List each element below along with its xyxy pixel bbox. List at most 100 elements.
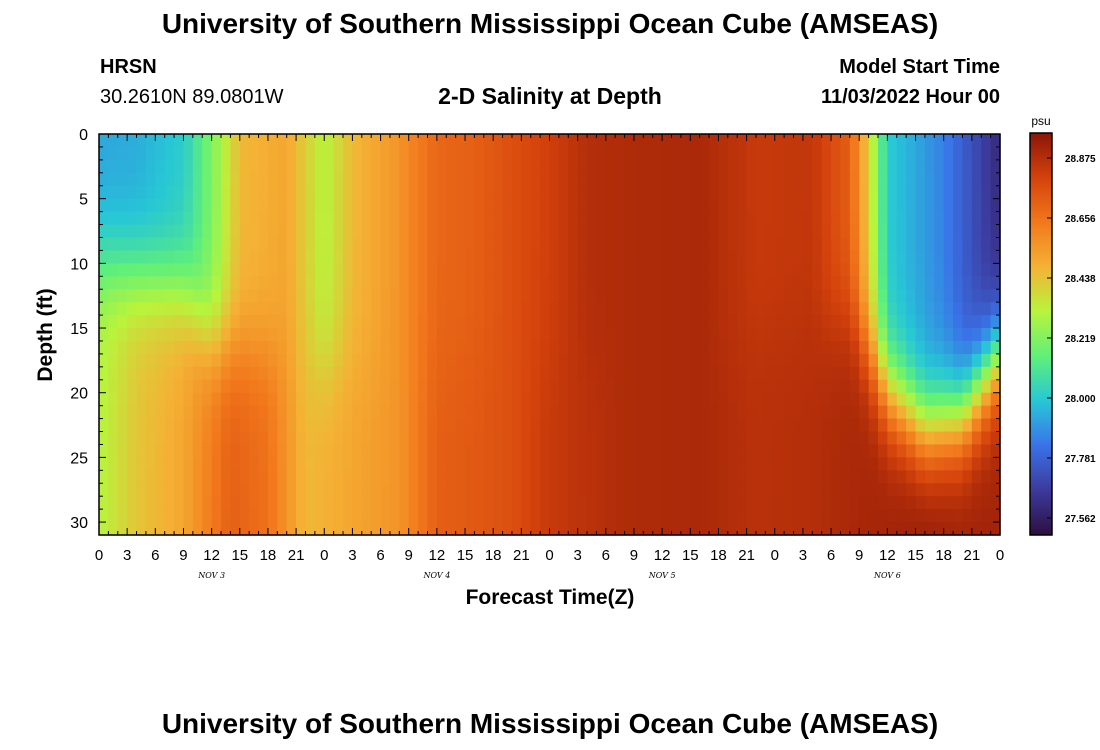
- heatmap-cell: [896, 328, 907, 342]
- heatmap-cell: [455, 444, 466, 458]
- heatmap-cell: [427, 159, 438, 174]
- heatmap-cell: [981, 379, 992, 394]
- heatmap-cell: [361, 224, 372, 239]
- heatmap-cell: [549, 470, 560, 484]
- heatmap-cell: [924, 263, 935, 277]
- heatmap-cell: [652, 146, 663, 161]
- heatmap-cell: [511, 237, 522, 252]
- heatmap-cell: [249, 522, 260, 536]
- heatmap-cell: [164, 198, 175, 213]
- heatmap-cell: [202, 237, 213, 252]
- heatmap-cell: [221, 237, 231, 252]
- heatmap-cell: [990, 146, 1001, 161]
- heatmap-cell: [296, 172, 307, 187]
- heatmap-cell: [971, 315, 982, 329]
- heatmap-cell: [924, 392, 935, 407]
- heatmap-cell: [718, 496, 729, 510]
- heatmap-cell: [971, 340, 982, 355]
- heatmap-cell: [737, 483, 748, 497]
- heatmap-cell: [690, 418, 701, 433]
- heatmap-cell: [568, 522, 579, 536]
- heatmap-cell: [286, 496, 297, 510]
- heatmap-cell: [727, 328, 738, 342]
- heatmap-cell: [371, 146, 382, 161]
- heatmap-cell: [258, 431, 269, 446]
- heatmap-cell: [502, 172, 513, 187]
- heatmap-cell: [671, 224, 682, 239]
- heatmap-cell: [718, 185, 729, 200]
- heatmap-cell: [755, 172, 766, 187]
- heatmap-cell: [671, 276, 682, 290]
- heatmap-cell: [324, 198, 335, 213]
- heatmap-cell: [474, 457, 485, 471]
- heatmap-cell: [831, 146, 842, 161]
- heatmap-cell: [155, 276, 166, 290]
- heatmap-cell: [117, 496, 128, 510]
- heatmap-cell: [709, 509, 720, 523]
- heatmap-cell: [821, 198, 832, 213]
- heatmap-cell: [831, 289, 842, 303]
- heatmap-cell: [202, 470, 213, 484]
- heatmap-cell: [671, 134, 682, 148]
- heatmap-cell: [906, 276, 917, 290]
- heatmap-cell: [389, 302, 400, 316]
- heatmap-cell: [662, 457, 673, 471]
- heatmap-cell: [671, 444, 682, 458]
- heatmap-cell: [709, 134, 720, 148]
- heatmap-cell: [408, 159, 419, 174]
- heatmap-cell: [343, 134, 354, 148]
- heatmap-cell: [896, 302, 907, 316]
- heatmap-cell: [849, 340, 860, 355]
- heatmap-cell: [831, 340, 842, 355]
- heatmap-cell: [343, 146, 354, 161]
- heatmap-cell: [643, 146, 654, 161]
- heatmap-cell: [971, 405, 982, 420]
- heatmap-cell: [877, 328, 888, 342]
- heatmap-cell: [615, 276, 626, 290]
- heatmap-cell: [962, 276, 973, 290]
- heatmap-cell: [549, 457, 560, 471]
- heatmap-cell: [183, 263, 194, 277]
- heatmap-cell: [558, 237, 569, 252]
- heatmap-cell: [774, 366, 785, 381]
- heatmap-cell: [230, 457, 241, 471]
- heatmap-cell: [108, 509, 119, 523]
- heatmap-cell: [737, 366, 748, 381]
- heatmap-cell: [239, 276, 250, 290]
- heatmap-cell: [408, 431, 419, 446]
- heatmap-cell: [774, 496, 785, 510]
- heatmap-cell: [549, 302, 560, 316]
- heatmap-cell: [821, 172, 832, 187]
- heatmap-cell: [136, 470, 147, 484]
- heatmap-cell: [324, 483, 335, 497]
- heatmap-cell: [436, 444, 447, 458]
- heatmap-cell: [455, 418, 466, 433]
- heatmap-cell: [831, 198, 842, 213]
- heatmap-cell: [831, 315, 842, 329]
- heatmap-cell: [906, 418, 917, 433]
- heatmap-cell: [568, 134, 579, 148]
- heatmap-cell: [446, 328, 457, 342]
- heatmap-cell: [981, 146, 992, 161]
- heatmap-cell: [934, 353, 945, 368]
- heatmap-cell: [953, 172, 964, 187]
- heatmap-cell: [136, 328, 147, 342]
- heatmap-cell: [605, 172, 616, 187]
- heatmap-cell: [230, 483, 241, 497]
- heatmap-cell: [277, 263, 288, 277]
- heatmap-cell: [643, 444, 654, 458]
- heatmap-cell: [446, 302, 457, 316]
- chart-subtitle: 2-D Salinity at Depth: [438, 83, 662, 109]
- heatmap-cell: [267, 522, 278, 536]
- heatmap-cell: [990, 392, 1001, 407]
- heatmap-cell: [436, 159, 447, 174]
- heatmap-cell: [934, 340, 945, 355]
- heatmap-cell: [577, 211, 588, 226]
- heatmap-cell: [249, 340, 260, 355]
- heatmap-cell: [145, 328, 156, 342]
- heatmap-cell: [286, 315, 297, 329]
- heatmap-cell: [774, 276, 785, 290]
- heatmap-cell: [230, 289, 241, 303]
- heatmap-cell: [371, 237, 382, 252]
- heatmap-cell: [389, 522, 400, 536]
